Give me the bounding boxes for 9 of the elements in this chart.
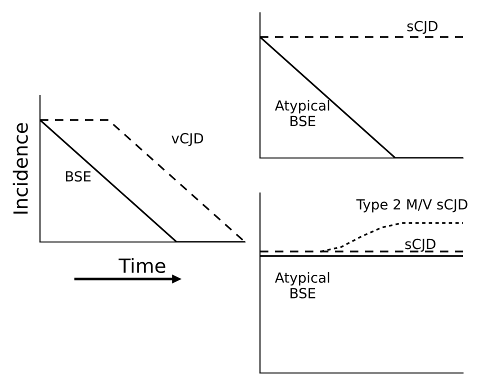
series-label: Type 2 M/V sCJD [356,199,468,212]
series-label: sCJD [405,238,436,252]
series-label: BSE [66,171,91,182]
series-label: Atypical BSE [274,100,330,126]
series-label: vCJD [172,133,204,146]
series-label: Atypical BSE [274,272,330,298]
y-axis-title: Incidence [12,123,28,214]
x-axis-title: Time [118,258,166,274]
series-label: sCJD [407,20,438,34]
